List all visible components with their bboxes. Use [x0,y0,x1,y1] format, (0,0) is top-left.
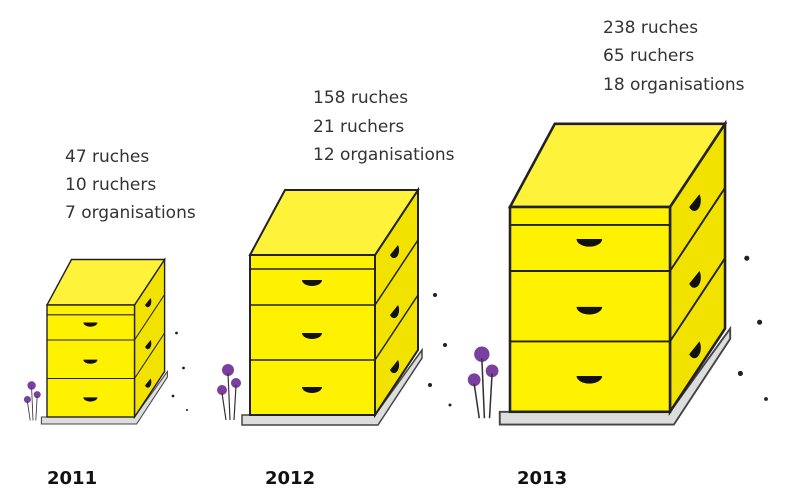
hive-2012 [217,190,452,425]
stat-line: 158 ruches [313,88,408,108]
hive-2013 [468,124,768,425]
stat-line: 65 ruchers [603,46,694,66]
year-label: 2012 [265,468,315,488]
stat-line: 10 ruchers [65,175,156,195]
year-label: 2013 [517,468,567,488]
stat-line: 238 ruches [603,18,698,38]
stat-line: 47 ruches [65,147,149,167]
hive-2011 [24,260,188,425]
year-label: 2011 [47,468,97,488]
stat-line: 21 ruchers [313,117,404,137]
stat-line: 12 organisations [313,145,455,165]
stat-line: 18 organisations [603,75,745,95]
illustration: 47 ruches 10 ruchers 7 organisations 158… [0,0,798,488]
stat-line: 7 organisations [65,203,196,223]
